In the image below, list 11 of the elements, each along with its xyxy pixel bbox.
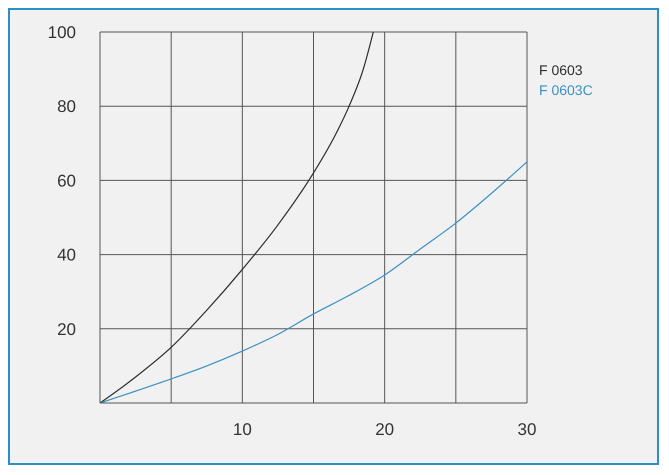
- y-tick-label: 60: [57, 171, 76, 190]
- line-series: [100, 32, 374, 403]
- y-tick-label: 20: [57, 320, 76, 339]
- x-tick-label: 10: [232, 420, 252, 440]
- text: F 0603C: [539, 81, 594, 100]
- x-tick-label: 20: [375, 420, 394, 440]
- y-tick-label: 40: [57, 246, 76, 265]
- y-tick-label: 100: [48, 23, 76, 42]
- text: F 0603: [539, 61, 584, 80]
- x-tick-label: 30: [518, 420, 536, 440]
- y-tick-label: 80: [57, 97, 76, 116]
